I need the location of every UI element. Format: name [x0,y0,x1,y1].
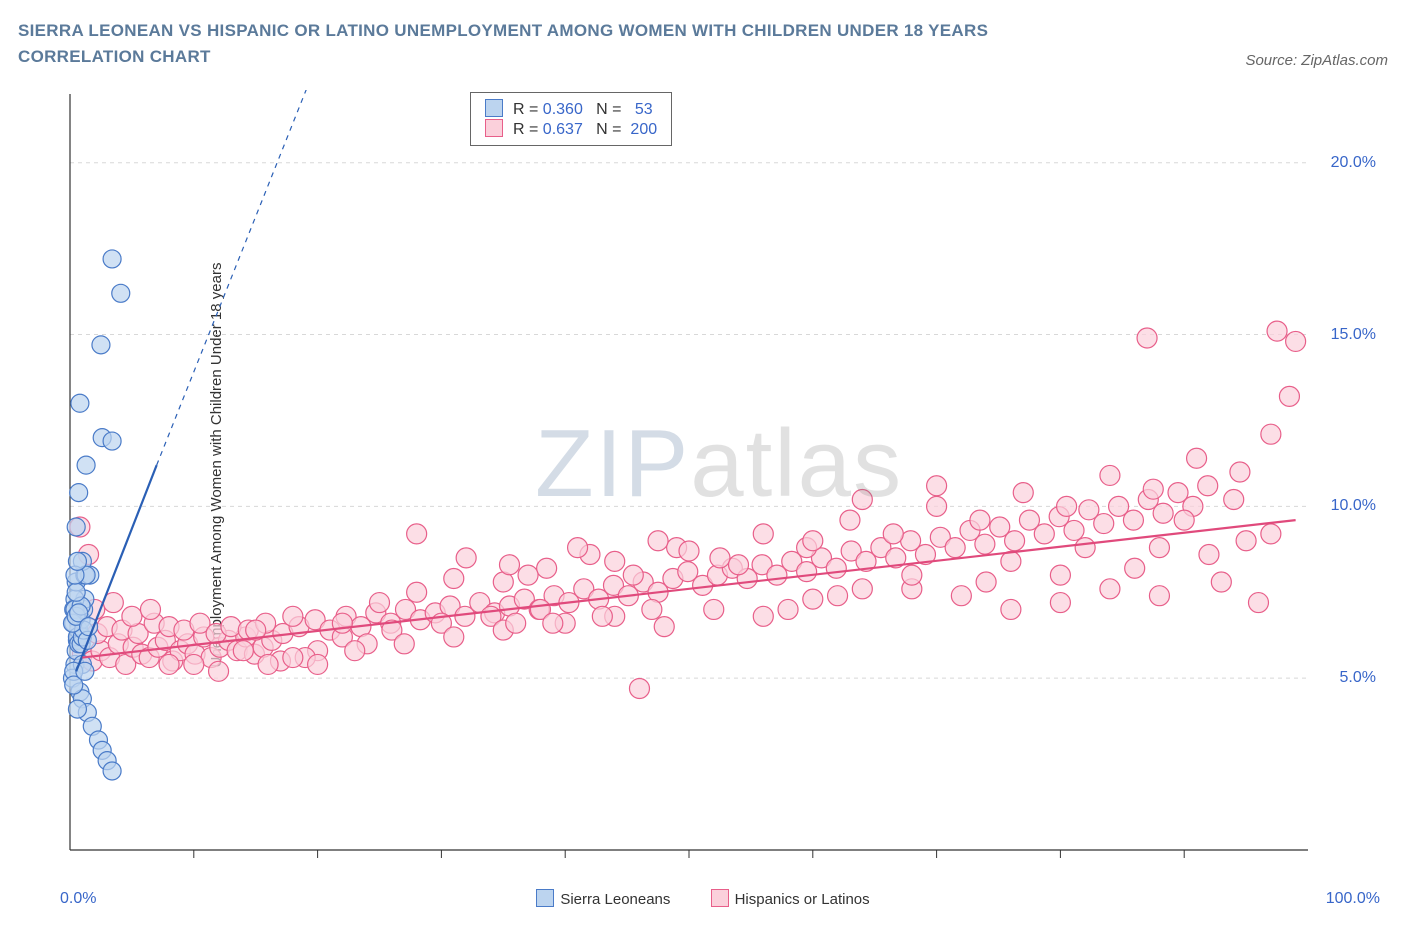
stats-box: R = 0.360 N = 53R = 0.637 N = 200 [470,92,672,146]
legend-swatch-2 [711,889,729,907]
chart-title: SIERRA LEONEAN VS HISPANIC OR LATINO UNE… [18,18,1118,69]
legend-bottom: Sierra Leoneans Hispanics or Latinos [0,889,1406,908]
y-tick-label: 20.0% [1331,154,1376,172]
legend-label-2: Hispanics or Latinos [735,891,870,908]
y-tick-label: 15.0% [1331,326,1376,344]
chart-area: ZIPatlas R = 0.360 N = 53R = 0.637 N = 2… [50,90,1388,870]
scatter-plot [50,90,1388,870]
y-tick-label: 10.0% [1331,497,1376,515]
legend-swatch-1 [536,889,554,907]
y-tick-label: 5.0% [1340,669,1376,687]
legend-label-1: Sierra Leoneans [560,891,670,908]
source-label: Source: ZipAtlas.com [1245,52,1388,69]
